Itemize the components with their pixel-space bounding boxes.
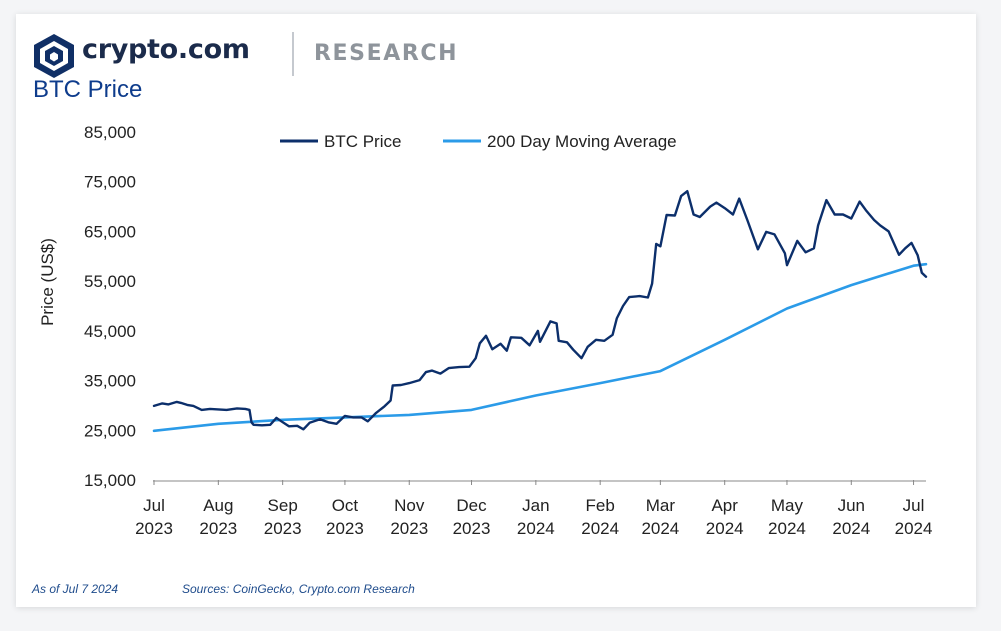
y-tick-label: 85,000 [84,123,136,142]
y-tick-label: 25,000 [84,421,136,440]
series-line-btc-price [152,190,928,431]
legend: BTC Price 200 Day Moving Average [280,132,677,151]
legend-label: BTC Price [324,132,401,151]
series-layer [152,190,928,433]
y-tick-label: 45,000 [84,322,136,341]
logo-divider [292,32,294,76]
brand-name: crypto.com [82,34,250,65]
y-tick-label: 65,000 [84,222,136,241]
x-tick-month: Jul [143,496,165,515]
y-axis-label: Price (US$) [38,238,57,326]
x-tick-year: 2024 [581,519,619,538]
x-tick-month: Jan [522,496,549,515]
series-line-200-day-moving-average [152,262,928,433]
x-tick-month: Mar [646,496,676,515]
x-tick-month: Dec [456,496,487,515]
y-tick-label: 15,000 [84,471,136,490]
x-tick-year: 2024 [768,519,806,538]
x-tick-month: Jul [903,496,925,515]
sources-note: Sources: CoinGecko, Crypto.com Research [182,582,415,596]
x-tick-year: 2023 [264,519,302,538]
x-tick-month: Oct [332,496,359,515]
x-tick-month: Sep [268,496,298,515]
x-tick-year: 2023 [135,519,173,538]
y-tick-label: 75,000 [84,173,136,192]
y-tick-label: 55,000 [84,272,136,291]
x-tick-year: 2023 [390,519,428,538]
x-tick-month: Aug [203,496,233,515]
x-tick-year: 2024 [895,519,933,538]
y-tick-label: 35,000 [84,372,136,391]
x-tick-year: 2024 [517,519,555,538]
x-tick-month: Apr [711,496,738,515]
line-chart: 15,000 25,000 35,000 45,000 55,000 65,000 75,0… [38,123,932,538]
x-tick-year: 2023 [199,519,237,538]
as-of-note: As of Jul 7 2024 [32,582,119,596]
x-tick-year: 2024 [641,519,679,538]
x-tick-month: May [771,496,804,515]
chart-title: BTC Price [33,76,143,103]
y-axis: 15,000 25,000 35,000 45,000 55,000 65,000 75,0… [84,123,136,490]
crypto-com-logo-icon [34,34,74,78]
x-tick-month: Jun [838,496,865,515]
x-tick-month: Nov [394,496,425,515]
x-tick-month: Feb [586,496,615,515]
legend-label: 200 Day Moving Average [487,132,677,151]
brand-section: RESEARCH [314,41,459,66]
x-tick-year: 2023 [453,519,491,538]
x-axis: Jul 2023 Aug 2023 Sep 2023 Oct 2023 Nov 2023 Dec 20… [135,480,932,538]
x-tick-year: 2023 [326,519,364,538]
chart-card: crypto.com RESEARCH BTC Price 15,000 25,0… [16,14,976,607]
x-tick-year: 2024 [832,519,870,538]
x-tick-year: 2024 [706,519,744,538]
